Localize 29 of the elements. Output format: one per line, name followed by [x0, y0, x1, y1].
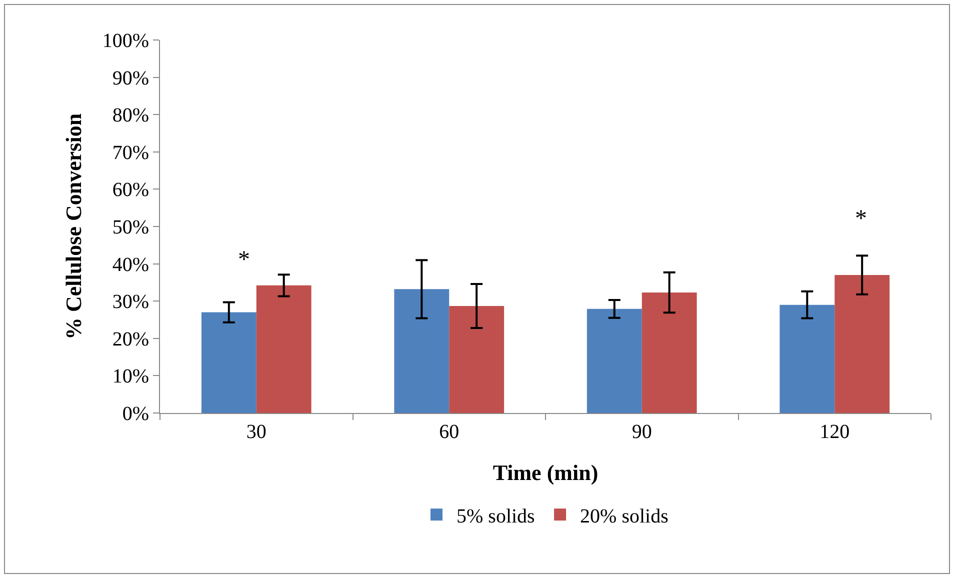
bar	[780, 304, 835, 413]
bar	[201, 312, 256, 413]
bar	[256, 285, 312, 413]
x-tick-label: 120	[820, 421, 850, 443]
legend-label: 5% solids	[456, 505, 536, 528]
x-axis-title: Time (min)	[492, 460, 598, 485]
y-tick-label: 50%	[112, 216, 149, 238]
y-axis-title: % Cellulose Conversion	[61, 113, 86, 340]
bar	[834, 274, 890, 413]
y-tick-label: 10%	[112, 366, 149, 388]
annotation: *	[855, 206, 867, 232]
x-tick-label: 60	[439, 421, 460, 443]
bar	[394, 289, 450, 413]
y-tick-label: 70%	[112, 142, 149, 164]
legend-label: 20% solids	[580, 505, 669, 528]
y-tick-label: 20%	[112, 328, 149, 350]
y-tick-label: 100%	[102, 30, 149, 52]
x-tick-label: 30	[246, 421, 266, 443]
bar	[586, 308, 642, 413]
y-tick-label: 60%	[112, 179, 149, 202]
x-tick-label: 90	[632, 421, 652, 443]
y-tick-label: 40%	[112, 254, 149, 276]
y-tick-label: 80%	[112, 104, 149, 127]
y-tick-label: 30%	[112, 291, 149, 314]
bar	[642, 292, 697, 413]
annotation: *	[238, 247, 250, 273]
bar	[449, 306, 504, 413]
y-tick-label: 90%	[112, 67, 149, 90]
y-tick-label: 0%	[122, 403, 149, 425]
